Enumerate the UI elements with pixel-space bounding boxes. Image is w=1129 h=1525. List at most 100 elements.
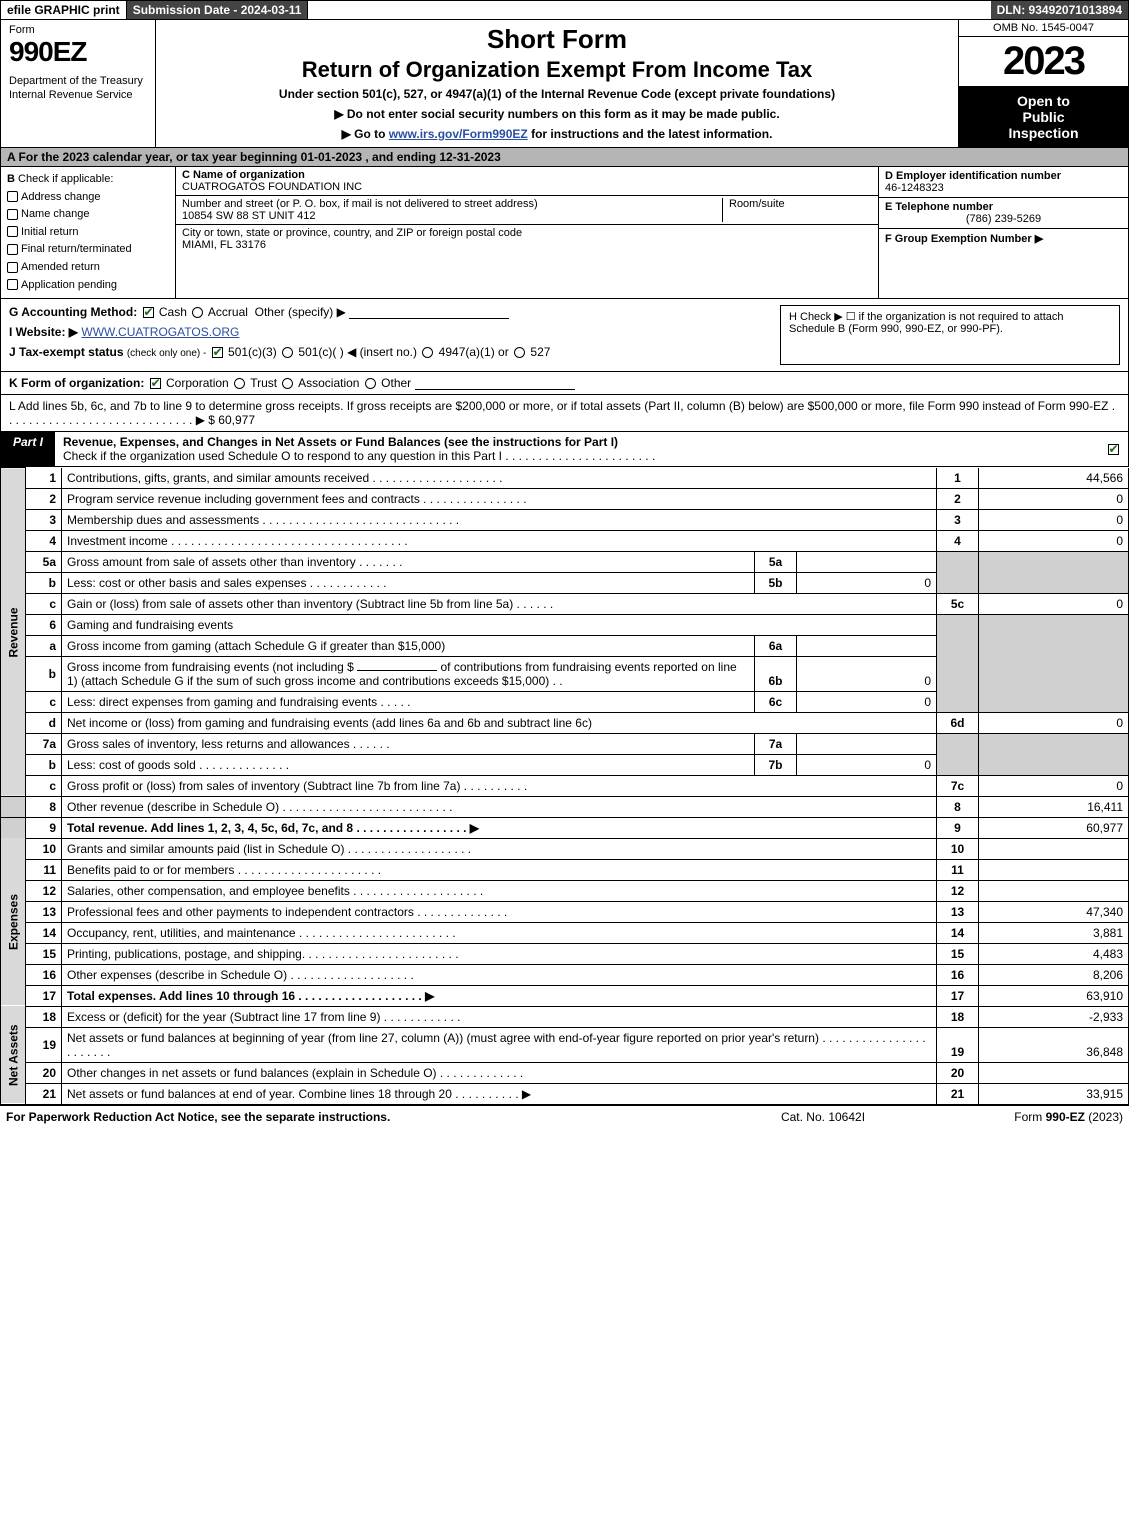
chk-association[interactable]	[282, 378, 293, 389]
g-other-input[interactable]	[349, 318, 509, 319]
form-header: Form 990EZ Department of the Treasury In…	[0, 20, 1129, 148]
table-row: 4 Investment income . . . . . . . . . . …	[1, 530, 1129, 551]
table-row: d Net income or (loss) from gaming and f…	[1, 712, 1129, 733]
line-desc: Other expenses (describe in Schedule O) …	[62, 964, 937, 985]
section-b: B Check if applicable: Address change Na…	[1, 167, 176, 298]
l6b-blank[interactable]	[357, 670, 437, 671]
line-desc: Less: direct expenses from gaming and fu…	[62, 691, 755, 712]
line-desc: Investment income . . . . . . . . . . . …	[62, 530, 937, 551]
line-lbl: 1	[937, 468, 979, 489]
j-4947: 4947(a)(1) or	[439, 345, 509, 359]
line-desc: Gain or (loss) from sale of assets other…	[62, 593, 937, 614]
goto-line: ▶ Go to www.irs.gov/Form990EZ for instru…	[166, 127, 948, 141]
line-val: 0	[979, 509, 1129, 530]
chk-501c[interactable]	[282, 347, 293, 358]
table-row: 9 Total revenue. Add lines 1, 2, 3, 4, 5…	[1, 817, 1129, 838]
line-lbl: 2	[937, 488, 979, 509]
line-j: J Tax-exempt status (check only one) - 5…	[9, 345, 780, 359]
i-label: I Website: ▶	[9, 325, 78, 339]
telephone: (786) 239-5269	[885, 213, 1122, 225]
f-hdr: F Group Exemption Number ▶	[885, 233, 1043, 245]
table-row: 3 Membership dues and assessments . . . …	[1, 509, 1129, 530]
line-num: 12	[26, 880, 62, 901]
table-row: Revenue 1 Contributions, gifts, grants, …	[1, 468, 1129, 489]
opt-initial-return: Initial return	[21, 226, 78, 238]
line-desc: Professional fees and other payments to …	[62, 901, 937, 922]
line-val: 47,340	[979, 901, 1129, 922]
chk-name-change[interactable]	[7, 209, 18, 220]
line-lbl: 6d	[937, 712, 979, 733]
chk-initial-return[interactable]	[7, 226, 18, 237]
sub-val: 0	[797, 656, 937, 691]
chk-501c3[interactable]	[212, 347, 223, 358]
inspection-l1: Open to	[963, 93, 1124, 109]
line-desc: Salaries, other compensation, and employ…	[62, 880, 937, 901]
table-row: 7a Gross sales of inventory, less return…	[1, 733, 1129, 754]
chk-corporation[interactable]	[150, 378, 161, 389]
chk-final-return[interactable]	[7, 244, 18, 255]
line-val: 63,910	[979, 985, 1129, 1006]
short-form-title: Short Form	[166, 24, 948, 55]
dln: DLN: 93492071013894	[991, 1, 1128, 19]
line-desc: Less: cost of goods sold . . . . . . . .…	[62, 754, 755, 775]
line-desc: Total expenses. Add lines 10 through 16 …	[62, 985, 937, 1006]
chk-accrual[interactable]	[192, 307, 203, 318]
sub-val: 0	[797, 691, 937, 712]
goto-prefix: ▶ Go to	[342, 127, 389, 141]
page-footer: For Paperwork Reduction Act Notice, see …	[0, 1105, 1129, 1128]
section-l: L Add lines 5b, 6c, and 7b to line 9 to …	[0, 395, 1129, 432]
line-desc: Gross income from gaming (attach Schedul…	[62, 635, 755, 656]
opt-address-change: Address change	[21, 191, 101, 203]
website-link[interactable]: WWW.CUATROGATOS.ORG	[81, 325, 239, 339]
line-desc: Net assets or fund balances at end of ye…	[62, 1083, 937, 1104]
line-num: c	[26, 593, 62, 614]
table-row: c Gross profit or (loss) from sales of i…	[1, 775, 1129, 796]
table-row: 16 Other expenses (describe in Schedule …	[1, 964, 1129, 985]
chk-trust[interactable]	[234, 378, 245, 389]
org-city: MIAMI, FL 33176	[182, 239, 872, 251]
chk-other-org[interactable]	[365, 378, 376, 389]
line-desc: Occupancy, rent, utilities, and maintena…	[62, 922, 937, 943]
line-num: a	[26, 635, 62, 656]
line-val: 16,411	[979, 796, 1129, 817]
line-lbl: 3	[937, 509, 979, 530]
line-num: 5a	[26, 551, 62, 572]
j-501c3: 501(c)(3)	[228, 345, 277, 359]
line-desc: Less: cost or other basis and sales expe…	[62, 572, 755, 593]
line-val	[979, 859, 1129, 880]
irs-link[interactable]: www.irs.gov/Form990EZ	[389, 127, 528, 141]
table-row: 17 Total expenses. Add lines 10 through …	[1, 985, 1129, 1006]
line-num: 17	[26, 985, 62, 1006]
line-lbl: 13	[937, 901, 979, 922]
chk-4947[interactable]	[422, 347, 433, 358]
section-def: D Employer identification number 46-1248…	[878, 167, 1128, 298]
h-text: H Check ▶ ☐ if the organization is not r…	[789, 311, 1064, 335]
efile-print[interactable]: efile GRAPHIC print	[1, 1, 127, 19]
chk-amended-return[interactable]	[7, 262, 18, 273]
sub-val	[797, 635, 937, 656]
table-row: 11 Benefits paid to or for members . . .…	[1, 859, 1129, 880]
line-num: b	[26, 754, 62, 775]
j-note: (check only one) -	[127, 348, 206, 359]
line-num: 14	[26, 922, 62, 943]
ein: 46-1248323	[885, 182, 1122, 194]
sub-val: 0	[797, 572, 937, 593]
chk-527[interactable]	[514, 347, 525, 358]
submission-date: Submission Date - 2024-03-11	[127, 1, 309, 19]
chk-address-change[interactable]	[7, 191, 18, 202]
chk-cash[interactable]	[143, 307, 154, 318]
k-other-input[interactable]	[415, 389, 575, 390]
table-row: 14 Occupancy, rent, utilities, and maint…	[1, 922, 1129, 943]
d-hdr: D Employer identification number	[885, 170, 1122, 182]
chk-schedule-o-part1[interactable]	[1108, 444, 1119, 455]
line-desc: Gross amount from sale of assets other t…	[62, 551, 755, 572]
sub-lbl: 6c	[755, 691, 797, 712]
table-row: 8 Other revenue (describe in Schedule O)…	[1, 796, 1129, 817]
k-label: K Form of organization:	[9, 376, 144, 390]
part-1-header: Part I Revenue, Expenses, and Changes in…	[0, 432, 1129, 467]
org-name: CUATROGATOS FOUNDATION INC	[182, 181, 872, 193]
line-desc: Gaming and fundraising events	[62, 614, 937, 635]
line-num: 21	[26, 1083, 62, 1104]
line-desc: Gross sales of inventory, less returns a…	[62, 733, 755, 754]
chk-application-pending[interactable]	[7, 279, 18, 290]
